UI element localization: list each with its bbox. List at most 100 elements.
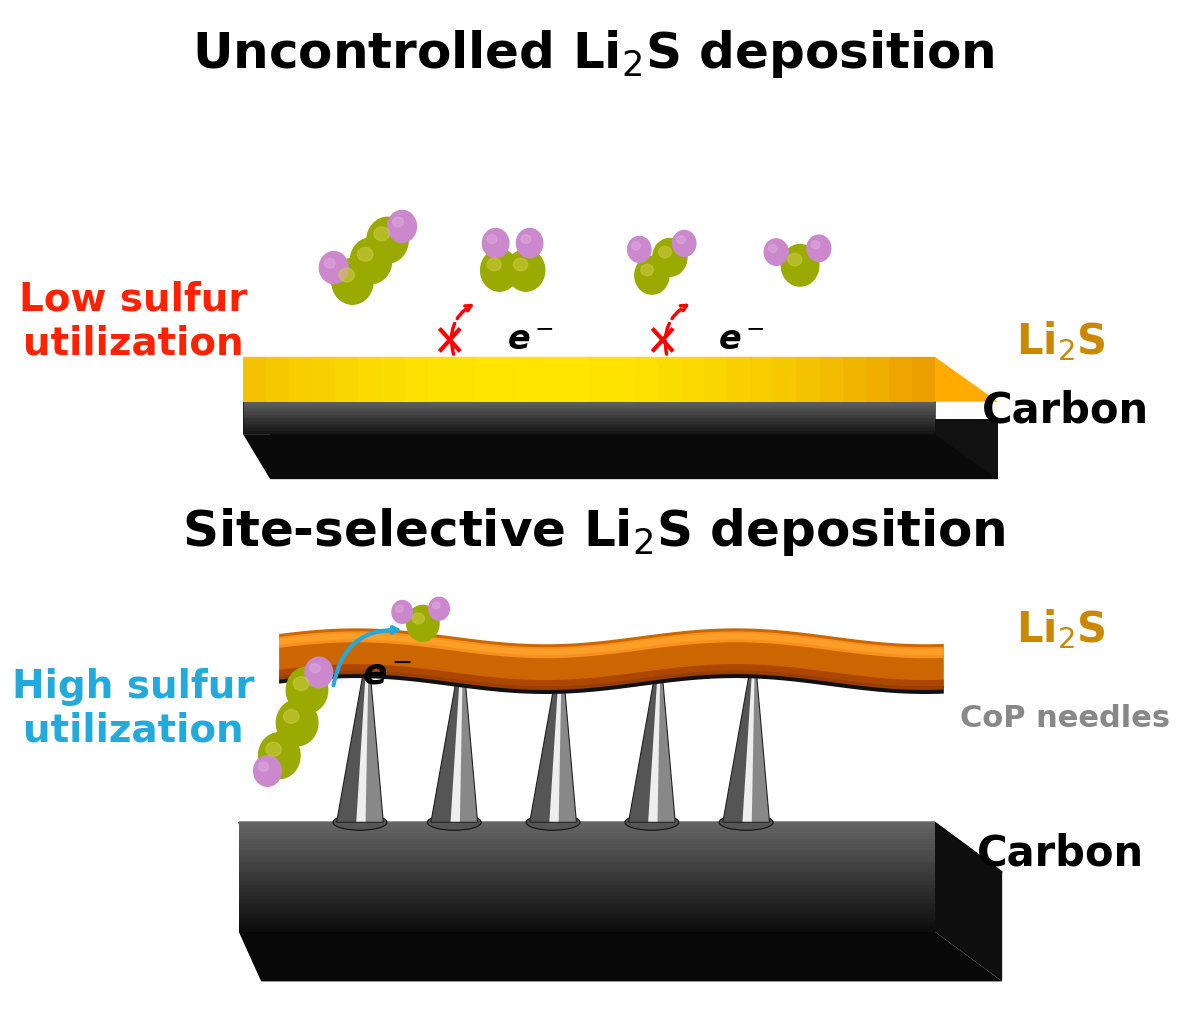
Ellipse shape [259,733,300,779]
Polygon shape [239,905,935,907]
Polygon shape [279,664,944,690]
Polygon shape [743,663,755,822]
Ellipse shape [782,246,818,286]
Polygon shape [243,422,935,423]
Polygon shape [820,358,842,403]
Polygon shape [243,389,935,390]
Ellipse shape [286,667,328,713]
Ellipse shape [653,239,687,277]
Polygon shape [239,858,935,861]
Polygon shape [723,663,753,822]
Ellipse shape [325,259,335,269]
Polygon shape [243,378,935,380]
Polygon shape [239,882,935,886]
Polygon shape [239,853,935,855]
Polygon shape [243,380,935,381]
Polygon shape [243,383,935,384]
Polygon shape [239,921,935,923]
Ellipse shape [351,238,392,284]
Text: Uncontrolled Li$_2$S deposition: Uncontrolled Li$_2$S deposition [193,29,994,81]
Polygon shape [549,663,562,822]
Polygon shape [243,407,935,409]
Ellipse shape [412,613,424,624]
Polygon shape [704,358,727,403]
Polygon shape [455,663,477,822]
Ellipse shape [807,235,830,262]
Ellipse shape [276,700,318,746]
Ellipse shape [526,814,580,830]
Polygon shape [239,923,935,926]
Polygon shape [428,358,451,403]
Polygon shape [312,358,335,403]
Polygon shape [866,358,888,403]
Polygon shape [243,375,935,377]
Polygon shape [239,886,935,888]
Polygon shape [239,863,935,866]
Polygon shape [359,358,381,403]
Polygon shape [239,834,935,837]
Polygon shape [405,358,428,403]
Polygon shape [270,420,998,480]
Polygon shape [239,902,935,905]
Polygon shape [243,419,935,420]
Text: Li$_2$S: Li$_2$S [1016,606,1105,651]
Polygon shape [652,663,676,822]
Ellipse shape [769,246,777,253]
Ellipse shape [332,259,373,305]
Polygon shape [243,430,935,432]
Polygon shape [243,390,935,391]
Polygon shape [451,358,474,403]
Ellipse shape [632,243,640,251]
Polygon shape [497,358,520,403]
Ellipse shape [358,249,373,262]
Ellipse shape [387,211,417,244]
Polygon shape [239,926,935,929]
Polygon shape [360,663,384,822]
Text: CoP needles: CoP needles [960,704,1170,733]
Polygon shape [681,358,704,403]
Polygon shape [279,629,944,687]
Ellipse shape [428,814,481,830]
Polygon shape [243,423,935,425]
Polygon shape [635,358,658,403]
Polygon shape [727,358,750,403]
Ellipse shape [396,605,403,612]
Polygon shape [589,358,612,403]
Polygon shape [474,358,497,403]
Polygon shape [243,429,935,430]
Text: Carbon: Carbon [981,389,1149,431]
Polygon shape [243,384,935,386]
Ellipse shape [483,229,509,259]
Ellipse shape [392,601,412,624]
Polygon shape [243,399,935,400]
Polygon shape [628,663,659,822]
Ellipse shape [283,710,299,723]
Polygon shape [243,409,935,410]
Polygon shape [243,403,935,404]
Polygon shape [243,432,935,433]
Ellipse shape [259,762,269,771]
Polygon shape [243,387,935,389]
Ellipse shape [625,814,679,830]
Polygon shape [239,915,935,918]
Polygon shape [243,413,935,414]
Polygon shape [239,891,935,894]
Ellipse shape [333,814,387,830]
Polygon shape [648,663,660,822]
Polygon shape [239,850,935,853]
Polygon shape [279,632,944,658]
Polygon shape [243,358,935,375]
Polygon shape [243,433,935,435]
Polygon shape [243,358,998,403]
Polygon shape [553,663,576,822]
Polygon shape [279,671,944,694]
Polygon shape [243,411,935,413]
Text: e$^-$: e$^-$ [718,324,765,357]
Polygon shape [381,358,405,403]
Ellipse shape [481,251,518,291]
Ellipse shape [339,269,354,282]
Polygon shape [566,358,589,403]
Polygon shape [239,861,935,863]
Polygon shape [239,830,935,834]
Polygon shape [243,420,935,422]
